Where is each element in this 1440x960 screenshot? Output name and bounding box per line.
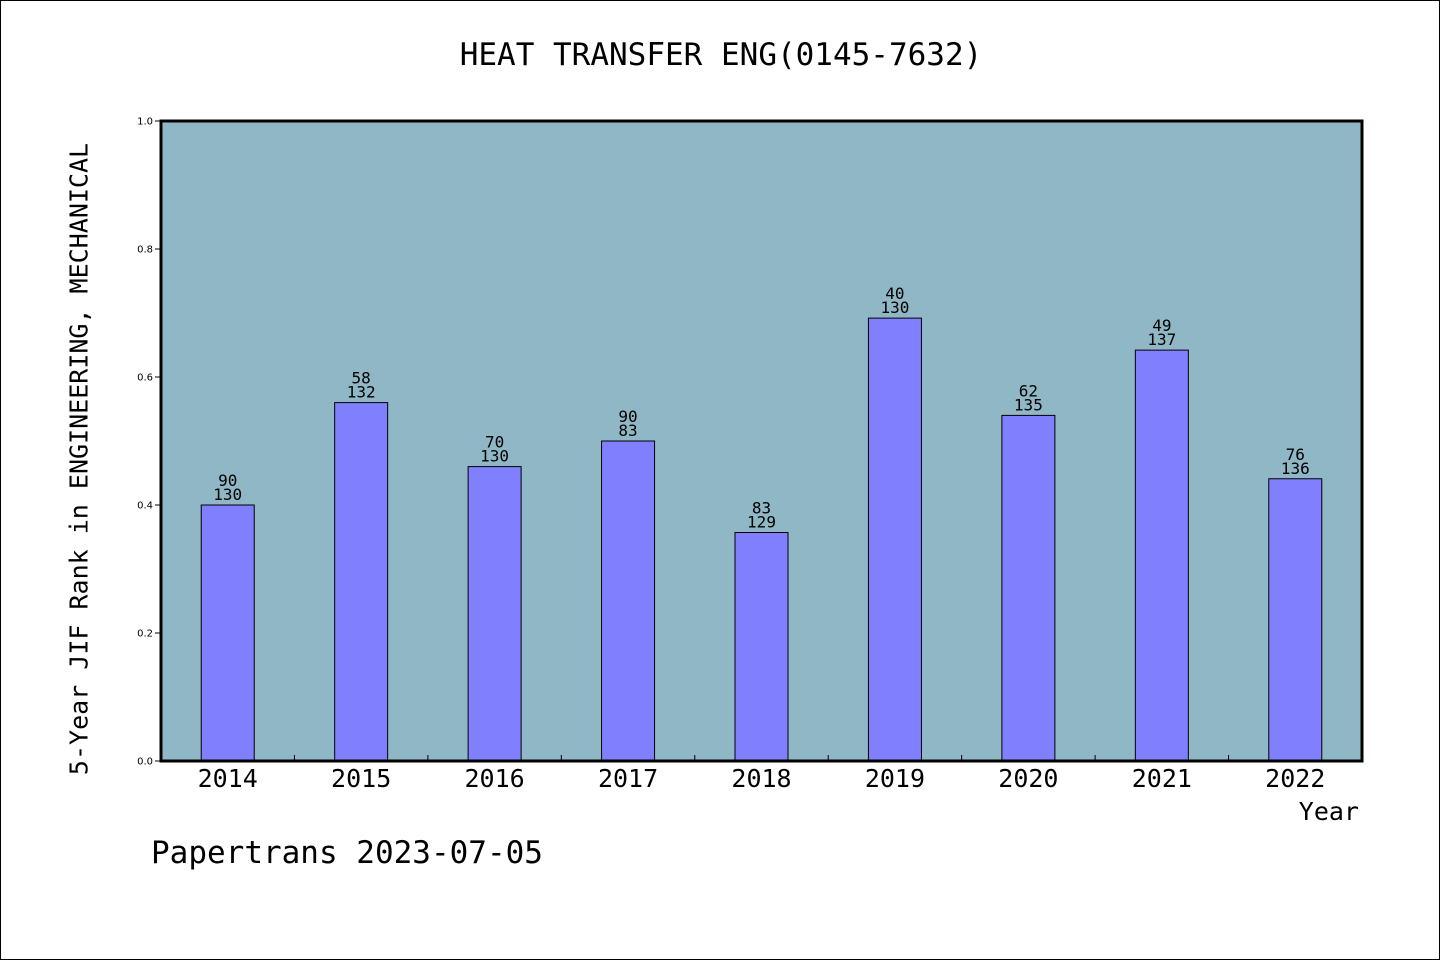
bar-rank-label: 76 (1286, 445, 1305, 464)
bar-total-label: 83 (618, 421, 637, 440)
bar (734, 532, 789, 762)
x-tick-label: 2020 (998, 764, 1058, 793)
x-tick-label: 2016 (465, 764, 525, 793)
bar (1001, 414, 1056, 762)
bar-total-label: 137 (1147, 330, 1176, 349)
x-tick-label: 2018 (731, 764, 791, 793)
x-tick-label: 2021 (1132, 764, 1192, 793)
bar-total-label: 135 (1014, 395, 1043, 414)
bar (1268, 478, 1323, 762)
x-tick-label: 2022 (1265, 764, 1325, 793)
bar-rank-label: 90 (618, 407, 637, 426)
x-tick-label: 2019 (865, 764, 925, 793)
bar (601, 440, 656, 762)
footer-source-date: Papertrans 2023-07-05 (151, 835, 543, 871)
bar-rank-label: 58 (352, 369, 371, 388)
bar-rank-label: 70 (485, 433, 504, 452)
bar-total-label: 130 (480, 447, 509, 466)
y-tick-label: 0.4 (137, 501, 153, 512)
bar (467, 466, 522, 762)
y-tick-label: 0.8 (137, 245, 153, 256)
y-tick-label: 1.0 (137, 117, 153, 128)
bar-total-label: 136 (1281, 459, 1310, 478)
bar-rank-label: 83 (752, 499, 771, 518)
bar (867, 317, 922, 762)
x-axis-label: Year (1298, 797, 1359, 826)
bar-total-label: 130 (213, 485, 242, 504)
bar-rank-label: 49 (1152, 316, 1171, 335)
bar-rank-label: 90 (218, 471, 237, 490)
bar (200, 504, 255, 762)
x-tick-label: 2015 (331, 764, 391, 793)
x-tick-label: 2014 (198, 764, 258, 793)
plot-area: 0.00.20.40.60.81.09013020145813220157013… (137, 117, 1364, 793)
x-tick-label: 2017 (598, 764, 658, 793)
bar (334, 402, 389, 762)
chart-title: HEAT TRANSFER ENG(0145-7632) (459, 37, 983, 73)
y-tick-label: 0.0 (137, 757, 153, 768)
bar-total-label: 130 (880, 298, 909, 317)
bar (1134, 349, 1189, 762)
plot-border (159, 119, 1364, 763)
y-tick-label: 0.2 (137, 629, 153, 640)
bar-rank-label: 62 (1019, 381, 1038, 400)
y-tick-label: 0.6 (137, 373, 153, 384)
bar-total-label: 129 (747, 513, 776, 532)
bar-rank-label: 40 (885, 284, 904, 303)
bar-total-label: 132 (347, 383, 376, 402)
